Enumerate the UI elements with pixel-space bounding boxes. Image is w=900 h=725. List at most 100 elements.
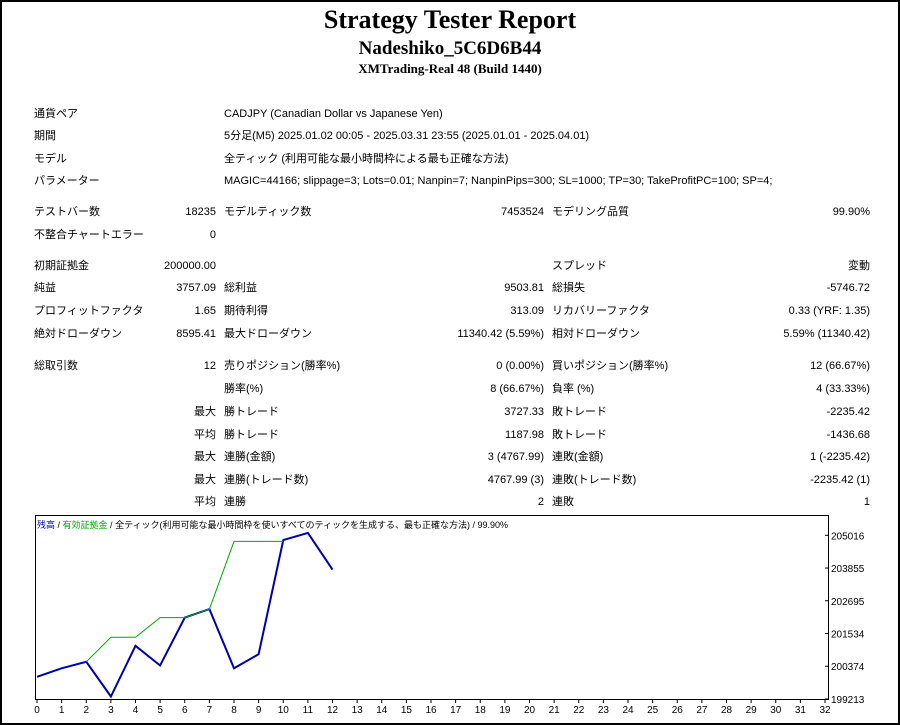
x-tick-label: 19 [499, 705, 511, 716]
rel-drawdown-label: 相対ドローダウン [552, 328, 640, 340]
bars-value: 18235 [185, 206, 216, 218]
x-tick-label: 21 [549, 705, 561, 716]
symbol-value: CADJPY (Canadian Dollar vs Japanese Yen) [224, 108, 443, 120]
net-profit-value: 3757.09 [176, 282, 216, 294]
gross-loss-value: -5746.72 [826, 282, 870, 294]
y-tick-label: 201534 [831, 630, 865, 641]
legend-balance: 残高 [37, 520, 56, 530]
bars-label: テストバー数 [34, 206, 100, 218]
y-tick-label: 203855 [831, 564, 865, 575]
x-tick-label: 25 [647, 705, 659, 716]
x-tick-label: 30 [770, 705, 782, 716]
errors-value: 0 [209, 229, 216, 241]
y-tick-label: 199213 [831, 695, 865, 706]
average-prefix-2: 平均 [194, 496, 216, 508]
profit-factor-label: プロフィットファクタ [34, 305, 144, 317]
x-tick-label: 18 [475, 705, 487, 716]
x-tick-label: 0 [34, 705, 40, 716]
x-tick-label: 24 [622, 705, 634, 716]
max-drawdown-value: 11340.42 (5.59%) [457, 328, 544, 340]
x-tick-label: 27 [696, 705, 708, 716]
largest-loss-value: -2235.42 [826, 406, 870, 418]
x-tick-label: 14 [376, 705, 388, 716]
legend-model: 全ティック(利用可能な最小時間枠を使いすべてのティックを生成する、最も正確な方法… [115, 520, 470, 530]
expert-name: Nadeshiko_5C6D6B44 [358, 38, 542, 59]
max-prefix-3: 最大 [194, 474, 216, 486]
legend-quality: 99.90% [477, 520, 509, 530]
report-title: Strategy Tester Report [323, 5, 577, 34]
x-tick-label: 10 [278, 705, 290, 716]
x-tick-label: 9 [256, 705, 262, 716]
short-positions-label: 売りポジション(勝率%) [224, 360, 341, 372]
profit-factor-value: 1.65 [194, 305, 216, 317]
quality-value: 99.90% [832, 206, 870, 218]
gross-profit-label: 総利益 [224, 282, 257, 294]
x-tick-label: 31 [795, 705, 807, 716]
x-tick-label: 16 [425, 705, 437, 716]
model-value: 全ティック (利用可能な最小時間枠による最も正確な方法) [224, 153, 509, 165]
largest-loss-label: 敗トレード [552, 406, 607, 418]
equity-line [85, 540, 284, 663]
x-tick-label: 11 [303, 705, 314, 716]
max-consec-losses-value: 1 (-2235.42) [810, 451, 870, 463]
legend-equity: 有効証拠金 [62, 520, 108, 530]
avg-win-value: 1187.98 [505, 429, 544, 441]
x-tick-label: 28 [721, 705, 733, 716]
long-positions-label: 買いポジション(勝率%) [552, 360, 669, 372]
recovery-factor-label: リカバリーファクタ [552, 305, 650, 317]
legend-sep-2: / [107, 520, 116, 530]
recovery-factor-value: 0.33 (YRF: 1.35) [788, 305, 870, 317]
period-value: 5分足(M5) 2025.01.02 00:05 - 2025.03.31 23… [224, 130, 590, 142]
avg-consec-losses-value: 1 [863, 496, 870, 508]
symbol-label: 通貨ペア [34, 108, 78, 120]
balance-line [36, 531, 334, 699]
max-prefix-2: 最大 [194, 451, 216, 463]
deposit-label: 初期証拠金 [34, 260, 89, 272]
y-tick-label: 200374 [831, 662, 865, 673]
period-label: 期間 [34, 130, 56, 142]
x-tick-label: 1 [59, 705, 65, 716]
largest-prefix: 最大 [194, 406, 216, 418]
x-tick-label: 29 [746, 705, 758, 716]
short-positions-value: 0 (0.00%) [496, 360, 544, 372]
x-tick-label: 13 [352, 705, 364, 716]
x-tick-label: 26 [672, 705, 684, 716]
legend-sep-3: / [470, 520, 478, 530]
max-consec-loss-label: 連敗(トレード数) [552, 474, 637, 486]
balance-chart [35, 515, 829, 700]
x-tick-label: 7 [207, 705, 213, 716]
chart-legend: 残高 / 有効証拠金 / 全ティック(利用可能な最小時間枠を使いすべてのティック… [37, 518, 508, 531]
average-prefix: 平均 [194, 429, 216, 441]
legend-sep-1: / [55, 520, 63, 530]
x-tick-label: 23 [598, 705, 610, 716]
x-tick-label: 6 [182, 705, 188, 716]
loss-rate-value: 4 (33.33%) [816, 383, 870, 395]
avg-consec-wins-label: 連勝 [224, 496, 246, 508]
largest-win-value: 3727.33 [504, 406, 544, 418]
expected-payoff-label: 期待利得 [224, 305, 268, 317]
server-name: XMTrading-Real 48 (Build 1440) [358, 61, 542, 76]
quality-label: モデリング品質 [552, 206, 629, 218]
max-consec-wins-value: 3 (4767.99) [487, 451, 544, 463]
x-tick-label: 3 [108, 705, 114, 716]
largest-win-label: 勝トレード [224, 406, 279, 418]
rel-drawdown-value: 5.59% (11340.42) [783, 328, 870, 340]
abs-drawdown-label: 絶対ドローダウン [34, 328, 122, 340]
x-tick-label: 22 [573, 705, 585, 716]
x-tick-label: 20 [524, 705, 536, 716]
x-tick-label: 8 [231, 705, 237, 716]
total-trades-label: 総取引数 [34, 360, 78, 372]
ticks-label: モデルティック数 [224, 206, 312, 218]
abs-drawdown-value: 8595.41 [176, 328, 216, 340]
max-consec-losses-label: 連敗(金額) [552, 451, 604, 463]
total-trades-value: 12 [203, 360, 216, 372]
deposit-value: 200000.00 [164, 260, 216, 272]
max-drawdown-label: 最大ドローダウン [224, 328, 312, 340]
y-tick-label: 202695 [831, 597, 865, 608]
y-tick-label: 205016 [831, 531, 865, 542]
x-tick-label: 12 [327, 705, 339, 716]
avg-consec-wins-value: 2 [537, 496, 544, 508]
ticks-value: 7453524 [501, 206, 544, 218]
max-consec-wins-label: 連勝(金額) [224, 451, 276, 463]
